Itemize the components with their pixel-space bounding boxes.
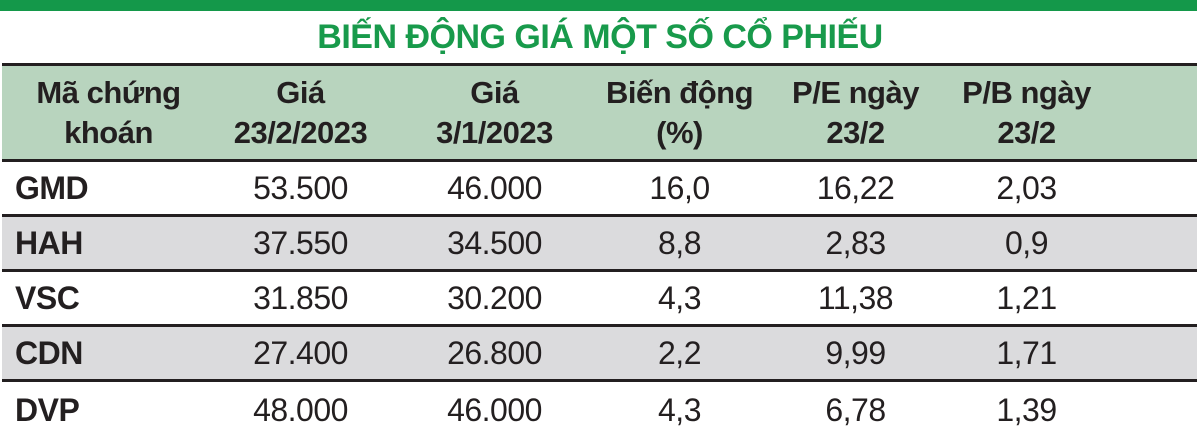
- cell-pb: 0,9: [1005, 224, 1048, 261]
- table-title: BIẾN ĐỘNG GIÁ MỘT SỐ CỔ PHIẾU: [317, 17, 883, 56]
- cell-pe: 2,83: [825, 224, 886, 261]
- cell-price-23-2: 48.000: [253, 391, 348, 428]
- table-header-row: Mã chứng khoán Giá 23/2/2023 Giá 3/1/202…: [2, 63, 1197, 162]
- cell-price-23-2: 27.400: [253, 334, 348, 371]
- header-change-pct: Biến động (%): [605, 75, 754, 150]
- cell-price-3-1: 46.000: [447, 391, 542, 428]
- cell-pe: 11,38: [817, 279, 894, 316]
- cell-pb: 1,71: [996, 334, 1057, 371]
- cell-price-3-1: 26.800: [447, 334, 542, 371]
- cell-pe: 16,22: [816, 169, 895, 206]
- cell-price-3-1: 30.200: [447, 279, 542, 316]
- cell-ticker: DVP: [15, 391, 80, 428]
- cell-price-23-2: 31.850: [253, 279, 348, 316]
- cell-pb: 1,21: [996, 279, 1057, 316]
- table-body: GMD 53.500 46.000 16,0 16,22 2,03 HAH 37…: [2, 162, 1197, 438]
- cell-price-23-2: 37.550: [253, 224, 348, 261]
- cell-ticker: HAH: [15, 224, 83, 261]
- table-row: GMD 53.500 46.000 16,0 16,22 2,03: [2, 162, 1197, 217]
- cell-change-pct: 2,2: [658, 334, 701, 371]
- cell-price-23-2: 53.500: [253, 169, 348, 206]
- cell-pb: 1,39: [996, 391, 1057, 428]
- cell-pb: 2,03: [996, 169, 1057, 206]
- header-pb-23-2: P/B ngày 23/2: [962, 75, 1091, 150]
- cell-price-3-1: 46.000: [447, 169, 542, 206]
- price-table: Mã chứng khoán Giá 23/2/2023 Giá 3/1/202…: [2, 63, 1197, 438]
- table-row: VSC 31.850 30.200 4,3 11,38 1,21: [2, 272, 1197, 327]
- cell-ticker: CDN: [15, 334, 83, 371]
- cell-pe: 9,99: [825, 334, 886, 371]
- table-row: CDN 27.400 26.800 2,2 9,99 1,71: [2, 327, 1197, 382]
- cell-change-pct: 4,3: [658, 391, 701, 428]
- header-price-23-2-2023: Giá 23/2/2023: [233, 75, 368, 150]
- header-ticker: Mã chứng khoán: [36, 75, 181, 150]
- table-row: HAH 37.550 34.500 8,8 2,83 0,9: [2, 217, 1197, 272]
- cell-pe: 6,78: [825, 391, 886, 428]
- cell-ticker: VSC: [15, 279, 80, 316]
- header-price-3-1-2023: Giá 3/1/2023: [436, 75, 553, 150]
- cell-change-pct: 8,8: [658, 224, 701, 261]
- cell-ticker: GMD: [15, 169, 89, 206]
- title-area: BIẾN ĐỘNG GIÁ MỘT SỐ CỔ PHIẾU: [0, 11, 1200, 63]
- cell-change-pct: 16,0: [649, 169, 710, 206]
- cell-price-3-1: 34.500: [447, 224, 542, 261]
- top-accent-bar: [0, 0, 1197, 11]
- table-row: DVP 48.000 46.000 4,3 6,78 1,39: [2, 382, 1197, 438]
- cell-change-pct: 4,3: [658, 279, 701, 316]
- header-pe-23-2: P/E ngày 23/2: [792, 75, 919, 150]
